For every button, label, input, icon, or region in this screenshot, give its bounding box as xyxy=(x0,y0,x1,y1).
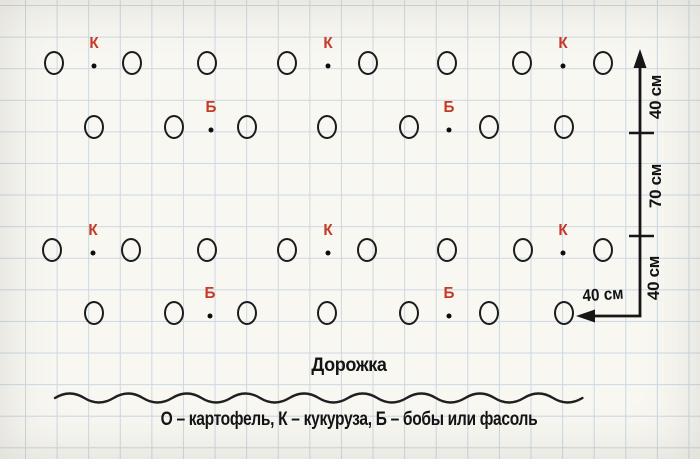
potato-circle xyxy=(197,51,218,76)
arrow-up-icon xyxy=(633,49,647,68)
potato-circle xyxy=(42,238,63,263)
potato-circle xyxy=(197,238,218,263)
dimension-label-40cm-bottom: 40 см xyxy=(644,255,663,301)
corn-mark-label: К xyxy=(323,222,333,239)
corn-mark-label: К xyxy=(558,35,568,52)
potato-circle xyxy=(122,51,143,76)
potato-circle xyxy=(593,51,614,76)
potato-circle xyxy=(164,115,185,140)
potato-circle xyxy=(437,238,458,263)
seed-dot xyxy=(90,250,96,256)
corn-mark-label: К xyxy=(558,222,568,239)
bean-mark-label: Б xyxy=(443,285,455,302)
seed-dot xyxy=(325,63,331,69)
seed-dot xyxy=(560,250,566,256)
arrow-left-icon xyxy=(576,309,595,323)
potato-circle xyxy=(237,301,258,326)
dimension-label-40cm-top: 40 см xyxy=(646,74,665,120)
potato-circle xyxy=(399,301,420,326)
corn-mark-label: К xyxy=(89,35,99,52)
potato-circle xyxy=(237,115,258,140)
potato-circle xyxy=(44,51,65,76)
potato-circle xyxy=(84,301,105,326)
seed-dot xyxy=(91,63,97,69)
legend-text: О – картофель, К – кукуруза, Б – бобы ил… xyxy=(160,409,538,430)
dimension-label-70cm: 70 см xyxy=(646,163,665,209)
potato-circle xyxy=(164,301,185,326)
bean-mark-label: Б xyxy=(443,99,455,116)
potato-circle xyxy=(512,51,533,76)
corn-mark-label: К xyxy=(323,35,333,52)
potato-circle xyxy=(479,115,500,140)
walkway-label: Дорожка xyxy=(311,355,387,376)
potato-circle xyxy=(554,115,575,140)
potato-circle xyxy=(84,115,105,140)
walkway-wavy-line xyxy=(53,392,584,404)
potato-circle xyxy=(357,238,378,263)
seed-dot xyxy=(325,250,331,256)
seed-dot xyxy=(560,63,566,69)
seed-dot xyxy=(207,313,213,319)
seed-dot xyxy=(446,127,452,133)
potato-circle xyxy=(358,51,379,76)
seed-dot xyxy=(208,127,214,133)
potato-circle xyxy=(554,301,575,326)
potato-circle xyxy=(513,238,534,263)
potato-circle xyxy=(121,238,142,263)
potato-circle xyxy=(399,115,420,140)
seed-dot xyxy=(446,313,452,319)
corn-mark-label: К xyxy=(88,222,98,239)
potato-circle xyxy=(277,51,298,76)
potato-circle xyxy=(479,301,500,326)
dimension-label-40cm-row-spacing: 40 см xyxy=(581,283,625,306)
potato-circle xyxy=(317,115,338,140)
bean-mark-label: Б xyxy=(204,285,216,302)
potato-circle xyxy=(437,51,458,76)
potato-circle xyxy=(317,301,338,326)
bean-mark-label: Б xyxy=(205,99,217,116)
potato-circle xyxy=(593,238,614,263)
potato-circle xyxy=(277,238,298,263)
